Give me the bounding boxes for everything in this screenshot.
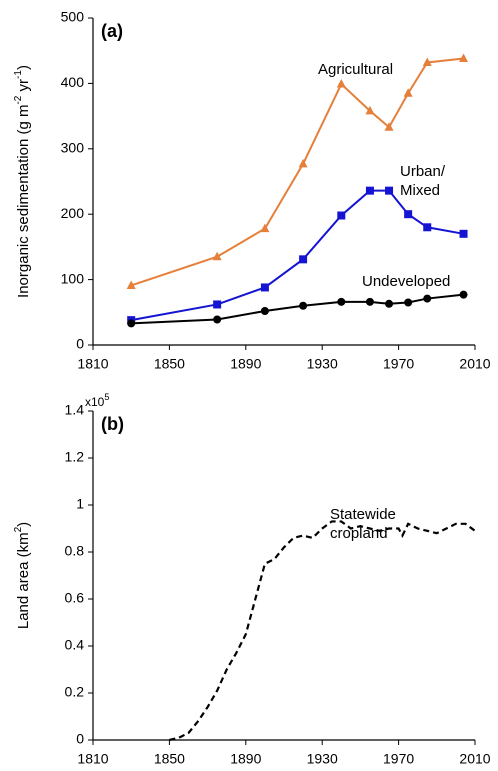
- x-tick-label: 1890: [230, 751, 261, 767]
- y-tick-label: 0.4: [65, 637, 85, 653]
- marker: [384, 122, 394, 131]
- x-tick-label: 1890: [230, 356, 261, 372]
- series-line: [131, 189, 464, 322]
- marker: [404, 298, 413, 307]
- marker: [365, 297, 374, 306]
- x-tick-label: 1810: [77, 356, 108, 372]
- y-label-text: yr: [15, 79, 32, 96]
- y-label-superscript: -1: [13, 70, 24, 79]
- y-tick-label: 400: [61, 74, 85, 90]
- marker: [403, 88, 413, 97]
- y-label-superscript: -2: [13, 95, 24, 104]
- y-label-text: ): [15, 65, 32, 70]
- marker: [404, 210, 413, 219]
- series-label: Agricultural: [318, 61, 393, 78]
- marker: [337, 297, 346, 306]
- y-tick-label: 0.6: [65, 590, 85, 606]
- marker: [422, 57, 432, 66]
- y-tick-label: 0.2: [65, 684, 85, 700]
- x-tick-label: 1810: [77, 751, 108, 767]
- marker: [365, 105, 375, 115]
- marker: [365, 186, 374, 195]
- x-tick-label: 1850: [154, 356, 185, 372]
- x-tick-label: 1930: [307, 356, 338, 372]
- marker: [212, 251, 222, 261]
- marker: [459, 290, 468, 299]
- marker: [127, 319, 136, 328]
- marker: [260, 223, 270, 233]
- x-tick-label: 1930: [307, 751, 338, 767]
- series-label: cropland: [330, 525, 388, 542]
- y-tick-label: 300: [61, 140, 85, 156]
- y-label-text: Land area (km: [15, 532, 32, 629]
- marker: [299, 255, 308, 264]
- marker: [260, 283, 269, 292]
- y-tick-label: 100: [61, 270, 85, 286]
- y-label-text: ): [15, 522, 32, 527]
- x-tick-label: 1850: [154, 751, 185, 767]
- y-tick-label: 0: [76, 731, 84, 747]
- y-tick-label: 1.4: [65, 402, 85, 418]
- x-tick-label: 1970: [383, 751, 414, 767]
- marker: [337, 211, 346, 220]
- marker: [459, 229, 468, 238]
- y-tick-label: 0.8: [65, 543, 85, 559]
- axis-multiplier: x105: [85, 392, 109, 409]
- panel-label: (b): [101, 414, 124, 434]
- series-label: Mixed: [400, 182, 440, 199]
- y-tick-label: 1: [76, 496, 84, 512]
- y-label-superscript: 2: [13, 526, 24, 532]
- series-line: [130, 57, 464, 287]
- marker: [423, 294, 432, 303]
- series-line: [131, 293, 464, 325]
- marker: [336, 79, 346, 88]
- marker: [299, 301, 308, 310]
- x-tick-label: 2010: [459, 751, 490, 767]
- marker: [423, 223, 432, 232]
- series-label: Urban/: [400, 163, 446, 180]
- marker: [213, 300, 222, 309]
- y-label-text: Inorganic sedimentation (g m: [15, 105, 32, 298]
- y-tick-label: 500: [61, 9, 85, 25]
- y-axis-label: Land area (km2): [13, 522, 32, 629]
- x-tick-label: 1970: [383, 356, 414, 372]
- marker: [385, 186, 394, 195]
- series-label: Statewide: [330, 506, 396, 523]
- multiplier-exponent: 5: [104, 392, 109, 402]
- series-label: Undeveloped: [362, 273, 450, 290]
- y-axis-label: Inorganic sedimentation (g m-2 yr-1): [13, 65, 32, 298]
- marker: [260, 306, 269, 315]
- marker: [213, 315, 222, 324]
- y-tick-label: 0: [76, 336, 84, 352]
- x-tick-label: 2010: [459, 356, 490, 372]
- marker: [298, 158, 308, 168]
- multiplier-base: x10: [85, 395, 105, 409]
- marker: [385, 299, 394, 308]
- y-tick-label: 200: [61, 205, 85, 221]
- marker: [459, 53, 469, 63]
- series-line: [169, 520, 476, 742]
- y-tick-label: 1.2: [65, 449, 85, 465]
- panel-label: (a): [101, 21, 123, 41]
- marker: [126, 280, 136, 289]
